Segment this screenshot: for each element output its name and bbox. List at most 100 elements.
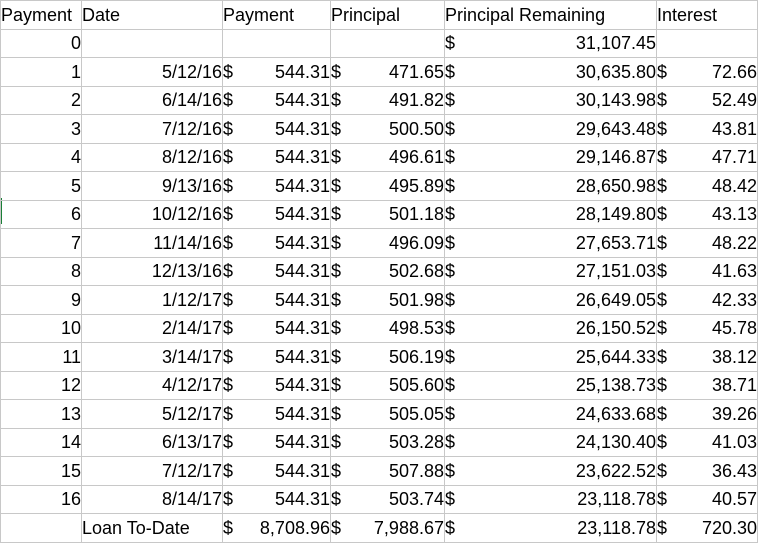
cell-interest[interactable]: $48.22 <box>656 228 758 258</box>
cell-principal[interactable]: $505.05 <box>330 399 445 429</box>
cell-interest[interactable]: $52.49 <box>656 85 758 115</box>
cell-principal-remaining[interactable]: $23,118.78 <box>444 484 657 514</box>
cell-date[interactable]: 6/14/16 <box>81 85 223 115</box>
cell-principal-remaining[interactable]: $24,130.40 <box>444 427 657 457</box>
cell-principal-remaining[interactable]: $29,643.48 <box>444 114 657 144</box>
cell-date[interactable]: 4/12/17 <box>81 370 223 400</box>
cell-payment-number[interactable]: 6 <box>0 199 82 229</box>
cell-interest[interactable]: $42.33 <box>656 285 758 315</box>
total-payment[interactable]: $ 8,708.96 <box>222 513 331 543</box>
cell-principal-remaining[interactable]: $30,143.98 <box>444 85 657 115</box>
cell-payment[interactable]: $544.31 <box>222 313 331 343</box>
cell-interest[interactable]: $38.12 <box>656 342 758 372</box>
cell-interest[interactable]: $40.57 <box>656 484 758 514</box>
cell-principal-remaining[interactable]: $27,653.71 <box>444 228 657 258</box>
cell-date[interactable]: 12/13/16 <box>81 256 223 286</box>
cell-payment[interactable]: $544.31 <box>222 256 331 286</box>
cell-payment[interactable]: $544.31 <box>222 370 331 400</box>
cell-payment-number[interactable]: 0 <box>0 28 82 58</box>
cell-principal[interactable]: $495.89 <box>330 171 445 201</box>
cell-payment[interactable]: $544.31 <box>222 228 331 258</box>
cell-payment[interactable]: $544.31 <box>222 427 331 457</box>
cell-payment-number[interactable]: 7 <box>0 228 82 258</box>
cell-principal[interactable]: $505.60 <box>330 370 445 400</box>
cell-payment[interactable]: $544.31 <box>222 114 331 144</box>
cell-principal[interactable]: $498.53 <box>330 313 445 343</box>
cell-date[interactable]: 3/14/17 <box>81 342 223 372</box>
cell-date[interactable]: 11/14/16 <box>81 228 223 258</box>
cell-payment[interactable]: $544.31 <box>222 199 331 229</box>
cell-principal-remaining[interactable]: $27,151.03 <box>444 256 657 286</box>
cell-principal-remaining[interactable]: $29,146.87 <box>444 142 657 172</box>
cell-payment[interactable]: $544.31 <box>222 57 331 87</box>
cell-date[interactable]: 1/12/17 <box>81 285 223 315</box>
cell-payment[interactable]: $544.31 <box>222 484 331 514</box>
cell-payment-number[interactable]: 12 <box>0 370 82 400</box>
cell-payment-number[interactable]: 15 <box>0 456 82 486</box>
cell-payment[interactable]: $544.31 <box>222 285 331 315</box>
cell-payment-number[interactable]: 2 <box>0 85 82 115</box>
cell-interest[interactable]: $48.42 <box>656 171 758 201</box>
cell-interest[interactable]: $38.71 <box>656 370 758 400</box>
cell-date[interactable] <box>81 28 223 58</box>
cell-principal[interactable]: $503.74 <box>330 484 445 514</box>
cell-payment[interactable]: $544.31 <box>222 142 331 172</box>
cell-principal-remaining[interactable]: $23,622.52 <box>444 456 657 486</box>
cell-interest[interactable]: $36.43 <box>656 456 758 486</box>
header-payment[interactable]: Payment <box>222 0 331 30</box>
cell-principal[interactable]: $491.82 <box>330 85 445 115</box>
cell-payment-number[interactable]: 16 <box>0 484 82 514</box>
cell-principal[interactable]: $496.09 <box>330 228 445 258</box>
cell-date[interactable]: 7/12/17 <box>81 456 223 486</box>
cell-principal-remaining[interactable]: $26,150.52 <box>444 313 657 343</box>
cell-payment-number[interactable]: 8 <box>0 256 82 286</box>
cell-interest[interactable]: $47.71 <box>656 142 758 172</box>
cell-principal[interactable]: $500.50 <box>330 114 445 144</box>
cell-date[interactable]: 8/14/17 <box>81 484 223 514</box>
cell-date[interactable]: 10/12/16 <box>81 199 223 229</box>
cell-payment[interactable]: $544.31 <box>222 399 331 429</box>
cell-principal-remaining[interactable]: $25,644.33 <box>444 342 657 372</box>
cell-payment-number[interactable]: 11 <box>0 342 82 372</box>
cell-date[interactable]: 7/12/16 <box>81 114 223 144</box>
cell-payment-number[interactable]: 4 <box>0 142 82 172</box>
cell-payment-number[interactable]: 10 <box>0 313 82 343</box>
cell-principal-remaining[interactable]: $30,635.80 <box>444 57 657 87</box>
cell-payment[interactable]: $544.31 <box>222 456 331 486</box>
cell-principal-remaining[interactable]: $ 31,107.45 <box>444 28 657 58</box>
cell-principal[interactable]: $507.88 <box>330 456 445 486</box>
cell-interest[interactable]: $41.03 <box>656 427 758 457</box>
total-principal[interactable]: $ 7,988.67 <box>330 513 445 543</box>
cell-payment[interactable]: $544.31 <box>222 342 331 372</box>
total-interest[interactable]: $ 720.30 <box>656 513 758 543</box>
header-principal[interactable]: Principal <box>330 0 445 30</box>
cell-principal-remaining[interactable]: $25,138.73 <box>444 370 657 400</box>
cell-payment[interactable]: $544.31 <box>222 85 331 115</box>
cell-date[interactable]: 5/12/16 <box>81 57 223 87</box>
header-interest[interactable]: Interest <box>656 0 758 30</box>
cell-interest[interactable]: $72.66 <box>656 57 758 87</box>
cell-date[interactable]: 5/12/17 <box>81 399 223 429</box>
cell-principal[interactable]: $501.18 <box>330 199 445 229</box>
cell-principal[interactable]: $503.28 <box>330 427 445 457</box>
cell-principal[interactable]: $502.68 <box>330 256 445 286</box>
cell-principal-remaining[interactable]: $26,649.05 <box>444 285 657 315</box>
cell-principal[interactable]: $506.19 <box>330 342 445 372</box>
cell-interest[interactable]: $41.63 <box>656 256 758 286</box>
cell-date[interactable]: 9/13/16 <box>81 171 223 201</box>
cell-payment-number[interactable]: 13 <box>0 399 82 429</box>
header-date[interactable]: Date <box>81 0 223 30</box>
header-principal-remaining[interactable]: Principal Remaining <box>444 0 657 30</box>
header-payment-number[interactable]: Payment <box>0 0 82 30</box>
cell-interest[interactable]: $39.26 <box>656 399 758 429</box>
cell-total-blank[interactable] <box>0 513 82 543</box>
cell-interest[interactable]: $43.81 <box>656 114 758 144</box>
cell-date[interactable]: 8/12/16 <box>81 142 223 172</box>
totals-label[interactable]: Loan To-Date <box>81 513 223 543</box>
cell-principal[interactable]: $501.98 <box>330 285 445 315</box>
cell-principal[interactable] <box>330 28 445 58</box>
cell-payment-number[interactable]: 3 <box>0 114 82 144</box>
cell-interest[interactable]: $45.78 <box>656 313 758 343</box>
cell-payment-number[interactable]: 14 <box>0 427 82 457</box>
cell-principal[interactable]: $471.65 <box>330 57 445 87</box>
